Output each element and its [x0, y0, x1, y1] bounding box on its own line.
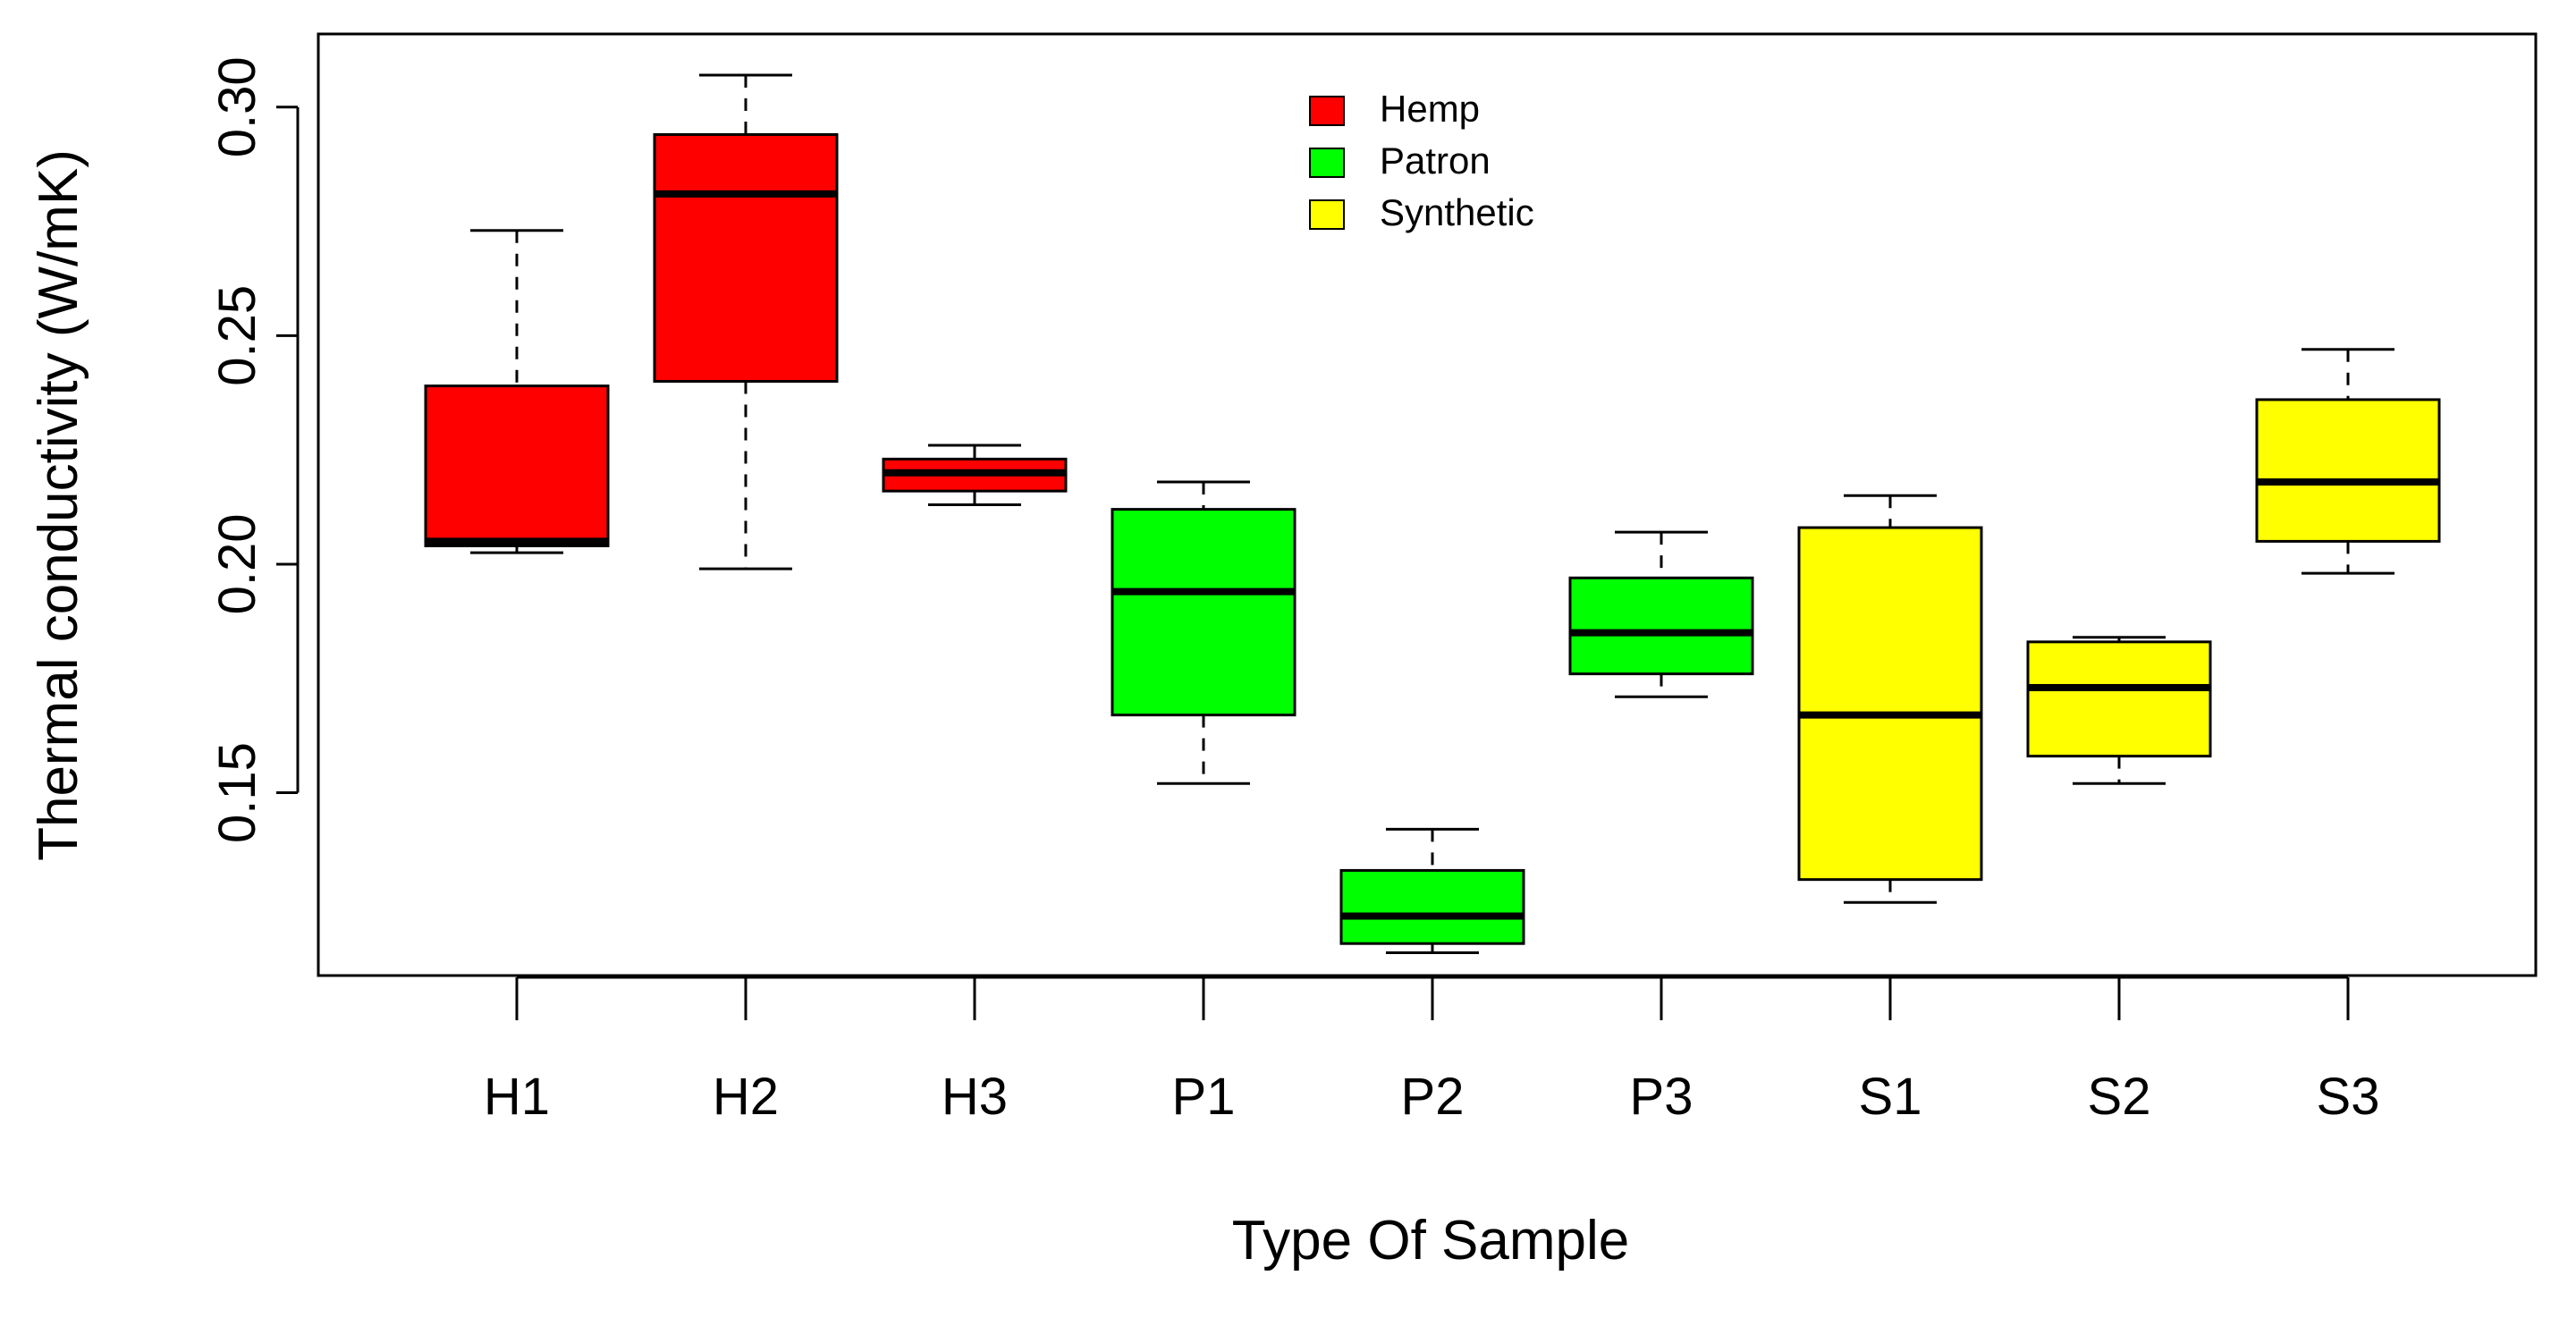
y-tick-label: 0.20	[208, 514, 266, 615]
x-tick-label: H2	[713, 1068, 779, 1126]
x-tick-label: S3	[2317, 1068, 2380, 1126]
box-s2	[2026, 636, 2212, 785]
y-axis-title: Thermal conductivity (W/mK)	[28, 149, 89, 861]
y-tick-label: 0.25	[208, 285, 266, 386]
box-iqr	[2026, 640, 2212, 758]
box-iqr	[1568, 576, 1754, 676]
y-tick-label: 0.15	[208, 742, 266, 843]
x-tick-label: H3	[942, 1068, 1008, 1126]
box-iqr	[1797, 526, 1983, 882]
box-h1	[424, 229, 610, 554]
y-tick-label: 0.30	[208, 56, 266, 157]
legend-label-patron: Patron	[1380, 139, 1491, 182]
x-axis: H1 H2 H3 P1 P2 P3 S1 S2 S3	[484, 976, 2380, 1126]
x-tick-label: P2	[1401, 1068, 1465, 1126]
legend: Hemp Patron Synthetic	[1309, 88, 1534, 233]
x-tick-label: S2	[2088, 1068, 2151, 1126]
box-iqr	[1339, 868, 1525, 945]
plot-frame	[317, 32, 2538, 977]
legend-label-hemp: Hemp	[1380, 88, 1480, 130]
x-tick-label: H1	[484, 1068, 550, 1126]
box-p1	[1111, 480, 1296, 785]
x-axis-title: Type Of Sample	[1232, 1210, 1630, 1272]
box-iqr	[653, 132, 839, 383]
legend-swatch-synthetic	[1309, 199, 1345, 230]
legend-swatch-hemp	[1309, 96, 1345, 126]
boxes-layer	[424, 73, 2441, 954]
box-p3	[1568, 530, 1754, 698]
legend-label-synthetic: Synthetic	[1380, 191, 1534, 233]
box-h3	[882, 444, 1068, 506]
box-iqr	[424, 384, 610, 548]
x-tick-label: S1	[1859, 1068, 1922, 1126]
box-s3	[2255, 348, 2441, 575]
box-iqr	[1111, 508, 1296, 717]
x-tick-label: P3	[1630, 1068, 1693, 1126]
box-h2	[653, 73, 839, 570]
box-iqr	[2255, 398, 2441, 543]
box-s1	[1797, 494, 1983, 904]
x-tick-label: P1	[1172, 1068, 1236, 1126]
legend-swatch-patron	[1309, 148, 1345, 178]
y-axis: 0.15 0.20 0.25 0.30	[208, 56, 300, 843]
box-p2	[1339, 827, 1525, 954]
